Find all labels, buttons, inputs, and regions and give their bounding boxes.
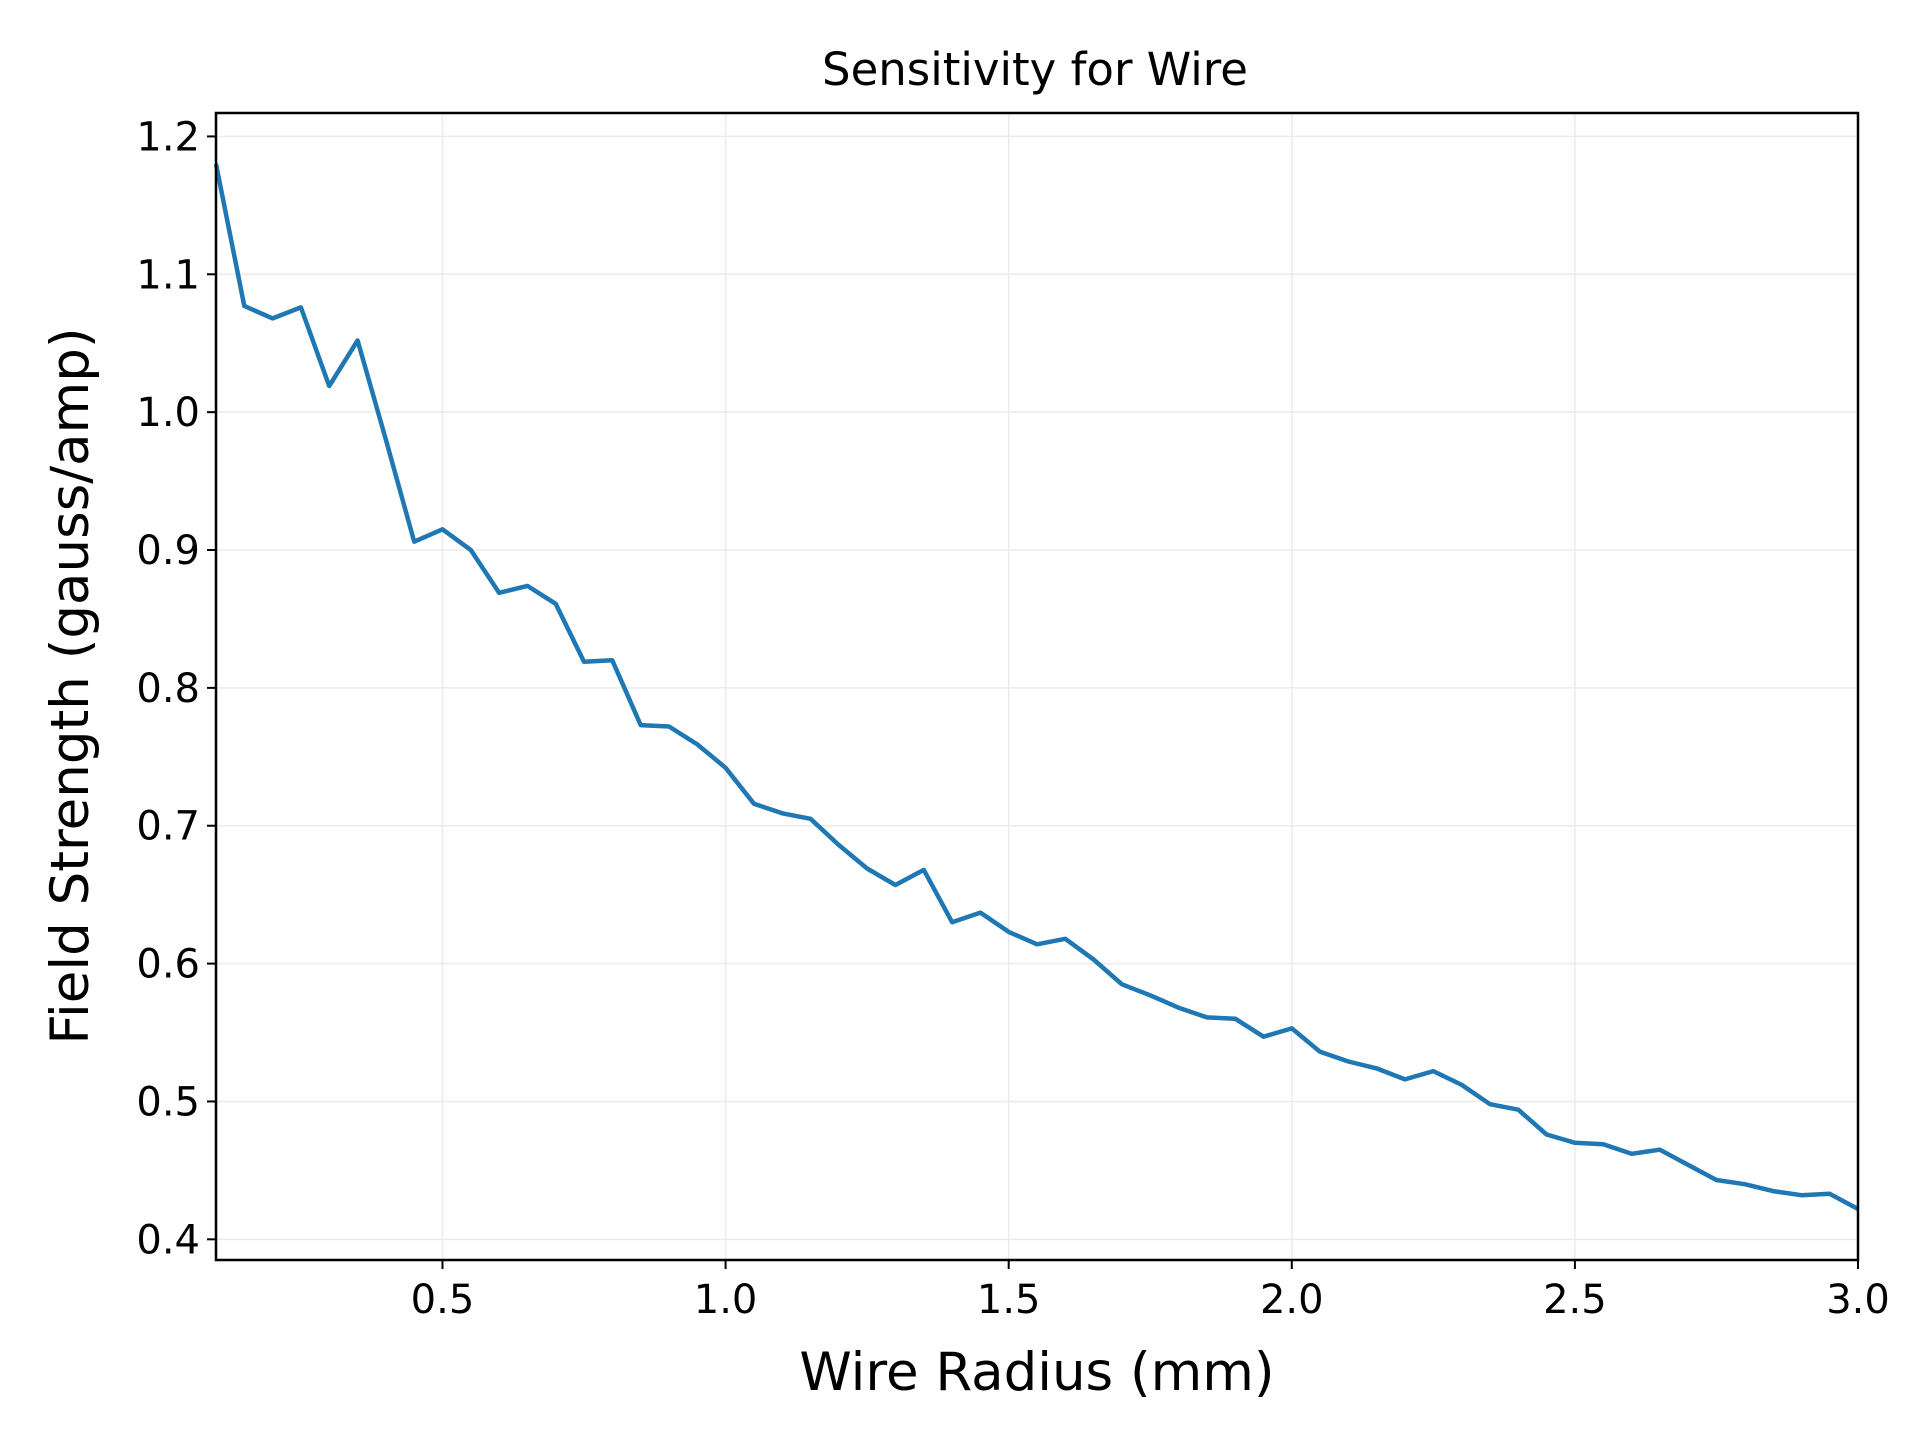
x-tick-label: 2.5 [1543, 1277, 1607, 1323]
y-tick-label: 0.8 [136, 666, 200, 712]
x-tick-label: 3.0 [1826, 1277, 1890, 1323]
y-axis-label: Field Strength (gauss/amp) [40, 327, 101, 1044]
y-tick-label: 0.6 [136, 942, 200, 988]
series-line-0 [213, 163, 1860, 1211]
x-tick-label: 0.5 [411, 1277, 475, 1323]
y-tick-label: 1.0 [136, 390, 200, 436]
x-tick-label: 2.0 [1260, 1277, 1324, 1323]
y-tick-label: 1.2 [136, 114, 200, 160]
chart-title: Sensitivity for Wire [822, 43, 1248, 96]
y-tick-label: 0.5 [136, 1079, 200, 1125]
y-tick-label: 0.9 [136, 528, 200, 574]
grid-lines [216, 113, 1859, 1260]
x-axis-label: Wire Radius (mm) [799, 1342, 1274, 1403]
x-tick-label: 1.0 [694, 1277, 758, 1323]
series-layer [213, 163, 1860, 1211]
y-tick-label: 1.1 [136, 252, 200, 298]
x-axis-ticks: 0.5 1.0 1.5 2.0 2.5 3.0 [411, 1260, 1890, 1323]
plot-frame [214, 111, 1860, 1262]
y-tick-label: 0.7 [136, 804, 200, 850]
x-tick-label: 1.5 [977, 1277, 1041, 1323]
y-tick-label: 0.4 [136, 1217, 200, 1263]
y-axis-ticks: 0.4 0.5 0.6 0.7 0.8 0.9 1.0 1.1 1.2 [136, 114, 216, 1263]
